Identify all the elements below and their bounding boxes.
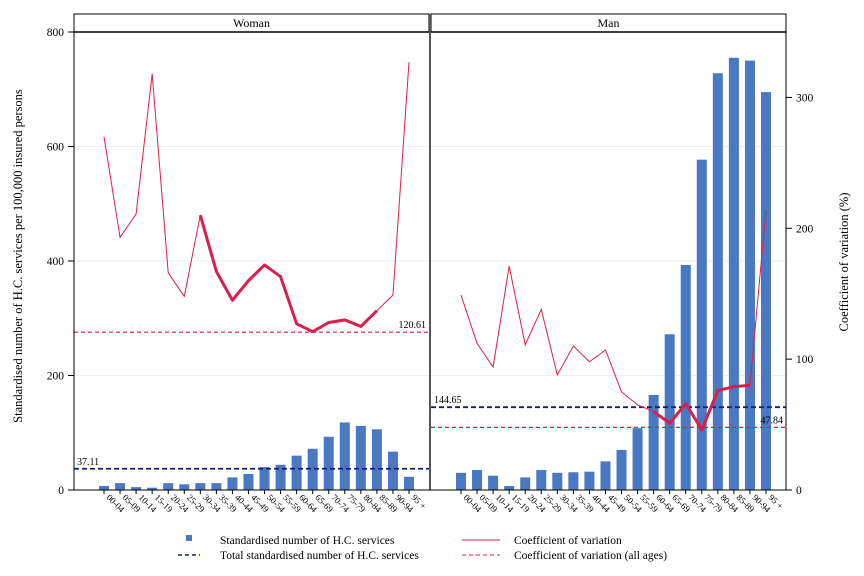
- cv-line: [103, 62, 410, 333]
- bar: [584, 471, 595, 490]
- bar: [664, 334, 675, 490]
- legend-cv-all-label: Coefficient of variation (all ages): [514, 550, 667, 562]
- bar: [371, 429, 382, 490]
- bar: [744, 60, 755, 490]
- bar: [488, 475, 499, 490]
- total-line-label: 37.11: [77, 457, 99, 468]
- cv-line-bold: [652, 383, 751, 432]
- y-tick-label-right: 0: [796, 485, 802, 497]
- legend-cv-label: Coefficient of variation: [514, 535, 622, 547]
- cv-line-bold: [198, 214, 378, 334]
- bar: [195, 483, 206, 490]
- bar: [552, 472, 563, 490]
- y-tick-label-right: 100: [796, 354, 814, 366]
- bar: [472, 469, 483, 490]
- bar: [680, 265, 691, 490]
- bar: [520, 477, 531, 490]
- bar: [355, 425, 366, 490]
- legend-bars-swatch: [186, 535, 192, 541]
- y-tick-label-right: 300: [796, 92, 814, 104]
- y-tick-label-left: 0: [58, 485, 64, 497]
- bar: [339, 422, 350, 490]
- bar: [504, 485, 515, 490]
- panels: Woman Man: [73, 13, 787, 490]
- bar: [536, 469, 547, 490]
- panel-title: Woman: [233, 16, 270, 30]
- reference-lines: 37.11 120.61 144.65 47.84: [74, 320, 786, 470]
- bar: [147, 487, 158, 490]
- legend: Standardised number of H.C. services Tot…: [178, 535, 667, 562]
- bar: [227, 477, 238, 490]
- bar: [211, 483, 222, 490]
- bar: [456, 472, 466, 490]
- bar: [131, 487, 142, 490]
- y-axis-right-label: Coefficient of variation (%): [837, 193, 851, 332]
- bar: [163, 483, 174, 490]
- bar: [307, 448, 318, 490]
- bar: [600, 461, 611, 490]
- bar: [568, 472, 579, 490]
- y-tick-label-left: 800: [47, 27, 65, 39]
- bar: [323, 436, 334, 490]
- y-tick-label-right: 200: [796, 223, 814, 235]
- bar: [712, 73, 723, 490]
- bar: [291, 455, 302, 490]
- cv-all-line-label: 120.61: [399, 320, 427, 331]
- bar: [404, 476, 414, 490]
- bar: [243, 473, 254, 490]
- bar: [761, 92, 771, 491]
- bar: [179, 484, 190, 490]
- bar: [259, 467, 270, 490]
- cv-all-line-label: 47.84: [761, 415, 784, 426]
- bar: [387, 451, 398, 490]
- total-line-label: 144.65: [434, 395, 462, 406]
- y-tick-label-left: 200: [47, 371, 65, 383]
- cv-lines: [103, 62, 767, 432]
- bar: [696, 159, 707, 491]
- legend-total-label: Total standardised number of H.C. servic…: [220, 550, 419, 562]
- bar: [99, 485, 109, 490]
- bar: [616, 449, 627, 490]
- bar: [632, 428, 643, 490]
- bar: [275, 464, 286, 490]
- bars: [99, 57, 771, 491]
- y-tick-label-left: 400: [47, 256, 65, 268]
- bar: [648, 394, 659, 490]
- y-tick-label-left: 600: [47, 142, 65, 154]
- y-axis-left-label: Standardised number of H.C. services per…: [11, 89, 25, 423]
- bar: [115, 483, 126, 490]
- panel-title: Man: [598, 16, 620, 30]
- legend-bars-label: Standardised number of H.C. services: [220, 535, 395, 547]
- bar: [728, 57, 739, 490]
